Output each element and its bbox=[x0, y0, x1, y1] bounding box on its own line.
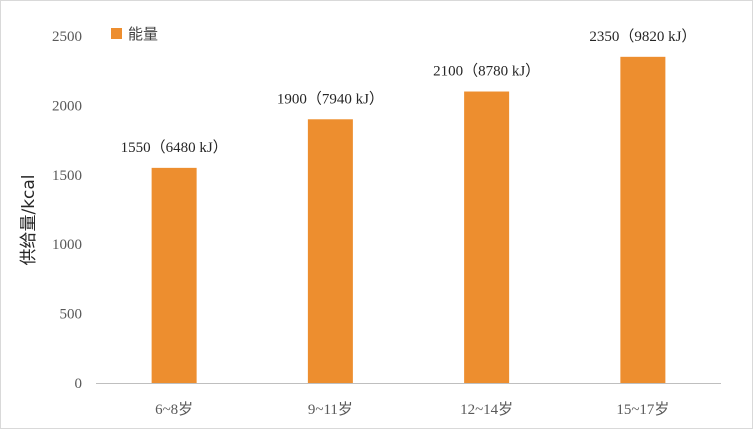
bar bbox=[464, 91, 510, 384]
y-tick-label: 500 bbox=[60, 307, 83, 323]
y-axis-ticks: 0 500 1000 1500 2000 2500 bbox=[52, 29, 82, 392]
data-labels: 1550（6480 kJ） 1900（7940 kJ） 2100（8780 kJ） 2… bbox=[121, 28, 697, 156]
data-label: 2350（9820 kJ） bbox=[589, 28, 696, 45]
bar bbox=[151, 167, 197, 383]
data-label: 2100（8780 kJ） bbox=[433, 63, 540, 80]
data-label: 1900（7940 kJ） bbox=[277, 90, 384, 107]
y-tick-label: 2000 bbox=[52, 98, 82, 114]
bars bbox=[151, 56, 666, 384]
x-tick-label: 9~11岁 bbox=[308, 401, 353, 418]
x-axis-ticks: 6~8岁 9~11岁 12~14岁 15~17岁 bbox=[155, 401, 669, 418]
y-tick-label: 2500 bbox=[52, 29, 82, 45]
y-axis-label: 供给量/kcal bbox=[19, 174, 39, 265]
x-tick-label: 12~14岁 bbox=[460, 401, 513, 418]
legend: 能量 bbox=[111, 25, 158, 43]
legend-label: 能量 bbox=[128, 25, 158, 43]
x-tick-label: 6~8岁 bbox=[155, 401, 193, 418]
data-label: 1550（6480 kJ） bbox=[121, 139, 228, 156]
legend-swatch bbox=[111, 28, 122, 39]
y-tick-label: 1000 bbox=[52, 237, 82, 253]
x-tick-label: 15~17岁 bbox=[616, 401, 669, 418]
y-tick-label: 0 bbox=[75, 376, 83, 392]
bar bbox=[620, 56, 666, 383]
bar bbox=[307, 119, 353, 383]
y-tick-label: 1500 bbox=[52, 168, 82, 184]
